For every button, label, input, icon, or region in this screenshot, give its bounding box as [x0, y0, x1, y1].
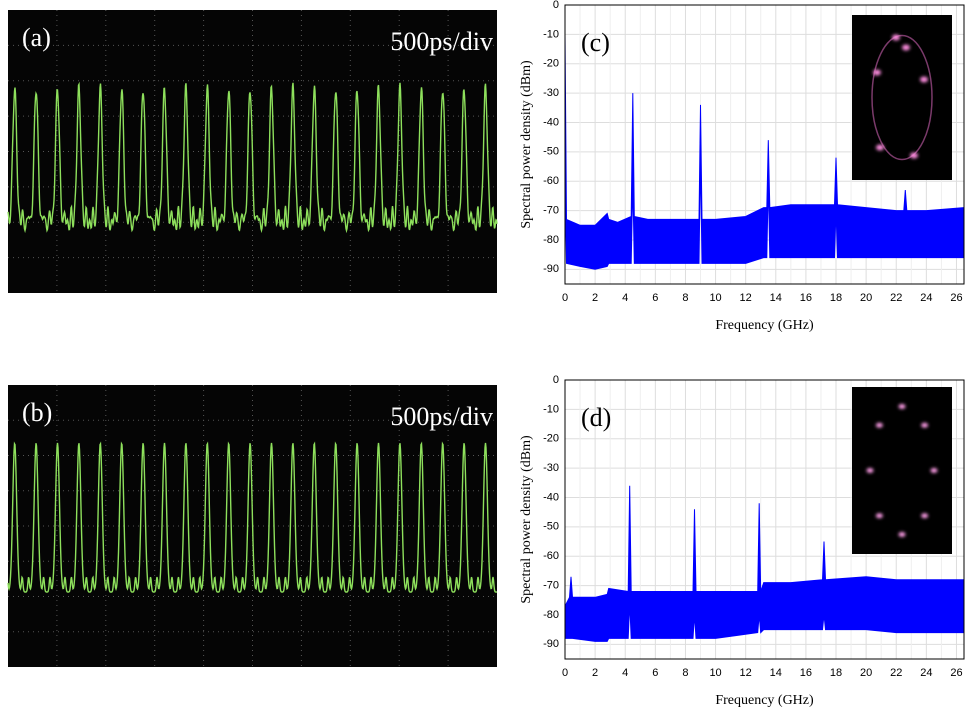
x-tick-label: 12: [740, 292, 752, 304]
inset-spot: [902, 44, 910, 51]
x-tick-label: 20: [860, 667, 872, 679]
plot-frame: [564, 379, 965, 660]
x-tick-label: 12: [740, 667, 752, 679]
y-axis-label: Spectral power density (dBm): [519, 60, 534, 229]
x-tick-label: 2: [592, 292, 598, 304]
y-tick-label: -90: [543, 638, 559, 650]
y-tick-label: -80: [543, 234, 559, 246]
y-tick-label: -40: [543, 116, 559, 128]
x-tick-label: 4: [622, 292, 628, 304]
x-tick-label: 4: [622, 667, 628, 679]
inset-spot: [921, 513, 929, 519]
spectrum-upper: [564, 34, 965, 226]
x-tick-label: 24: [920, 292, 932, 304]
inset-spot: [898, 404, 906, 409]
inset-spot: [875, 513, 883, 519]
x-tick-label: 14: [770, 667, 782, 679]
x-tick-label: 22: [890, 667, 902, 679]
time-scale: 500ps/div: [390, 27, 493, 56]
x-tick-label: 16: [800, 292, 812, 304]
spectrum-upper: [564, 485, 964, 607]
x-tick-label: 14: [770, 292, 782, 304]
y-tick-label: -70: [543, 204, 559, 216]
inset-spot: [892, 34, 900, 41]
y-tick-label: 0: [553, 374, 559, 386]
x-tick-label: 22: [890, 292, 902, 304]
x-tick-label: 18: [830, 292, 842, 304]
panel-label: (a): [22, 23, 51, 52]
x-tick-label: 10: [709, 292, 721, 304]
y-tick-label: -60: [543, 175, 559, 187]
y-axis-label: Spectral power density (dBm): [519, 435, 534, 604]
y-tick-label: -80: [543, 609, 559, 621]
x-tick-label: 8: [682, 667, 688, 679]
x-tick-label: 10: [709, 667, 721, 679]
x-tick-label: 26: [950, 292, 962, 304]
spectrum-lower: [565, 603, 964, 642]
y-tick-label: -30: [543, 87, 559, 99]
y-tick-label: -70: [543, 579, 559, 591]
x-tick-label: 0: [562, 667, 568, 679]
x-axis-label: Frequency (GHz): [715, 318, 814, 333]
inset-spot: [873, 69, 881, 76]
y-tick-label: -50: [543, 521, 559, 533]
x-tick-label: 6: [652, 292, 658, 304]
y-tick-label: -50: [543, 146, 559, 158]
x-axis-label: Frequency (GHz): [715, 693, 814, 708]
y-tick-label: -10: [543, 28, 559, 40]
x-tick-label: 2: [592, 667, 598, 679]
inset-photo: [852, 15, 952, 180]
inset-spot: [898, 532, 906, 537]
y-tick-label: -40: [543, 491, 559, 503]
y-tick-label: -20: [543, 58, 559, 70]
y-tick-label: -20: [543, 433, 559, 445]
panel-label: (c): [581, 28, 610, 57]
y-tick-label: -30: [543, 462, 559, 474]
x-tick-label: 16: [800, 667, 812, 679]
x-tick-label: 0: [562, 292, 568, 304]
scope-trace: [7, 81, 498, 234]
time-scale: 500ps/div: [390, 402, 493, 431]
inset-spot: [920, 76, 928, 83]
inset-ring: [871, 34, 933, 161]
x-tick-label: 6: [652, 667, 658, 679]
plot-frame: [564, 4, 965, 285]
y-tick-label: 0: [553, 0, 559, 11]
inset-spot: [876, 144, 884, 151]
noise-band: [565, 485, 964, 642]
x-tick-label: 26: [950, 667, 962, 679]
x-tick-label: 24: [920, 667, 932, 679]
x-tick-label: 18: [830, 667, 842, 679]
inset-spot: [910, 152, 918, 159]
panel-label: (d): [581, 403, 611, 432]
y-tick-label: -60: [543, 550, 559, 562]
noise-band: [565, 34, 964, 270]
y-tick-label: -90: [543, 263, 559, 275]
x-tick-label: 20: [860, 292, 872, 304]
x-tick-label: 8: [682, 292, 688, 304]
y-tick-label: -10: [543, 403, 559, 415]
inset-spot: [921, 422, 929, 428]
panel-label: (b): [22, 398, 52, 427]
scope-trace: [7, 441, 498, 593]
inset-spot: [930, 468, 938, 473]
inset-spot: [875, 422, 883, 428]
inset-spot: [866, 468, 874, 473]
spectrum-lower: [564, 157, 964, 270]
